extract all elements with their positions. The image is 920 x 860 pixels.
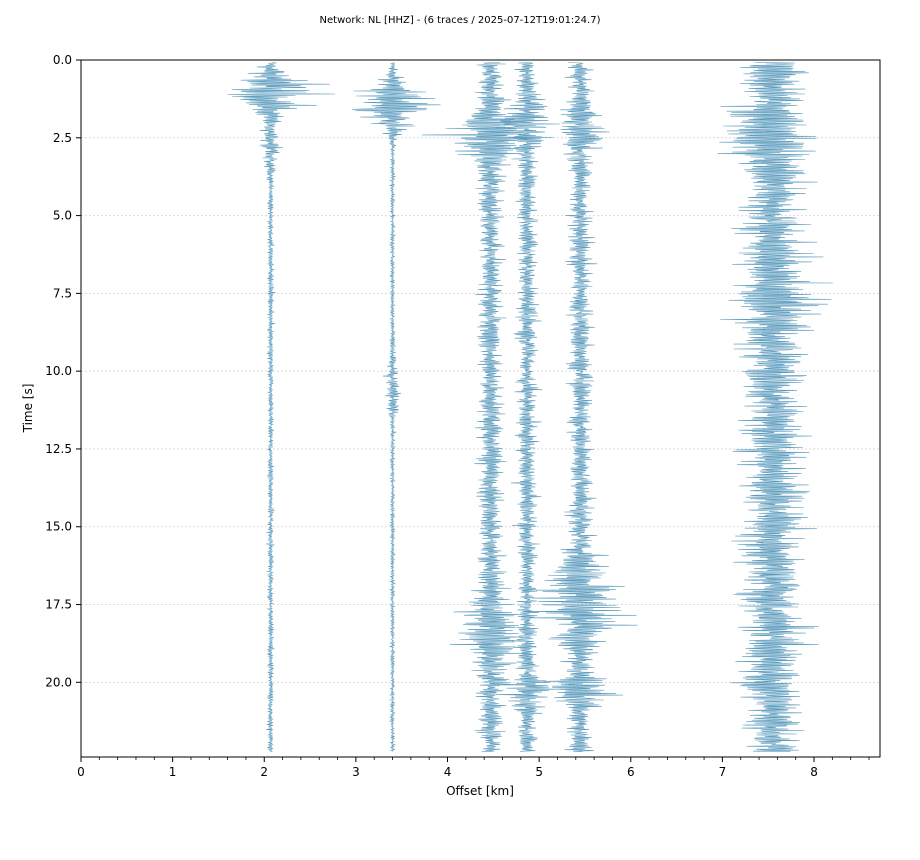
trace-3 (495, 62, 560, 752)
trace-2 (421, 62, 554, 752)
x-axis: 0 1 2 3 4 5 6 7 8 (77, 757, 870, 779)
y-tick-label-7: 17.5 (45, 598, 72, 612)
y-tick-label-6: 15.0 (45, 520, 72, 534)
y-tick-label-3: 7.5 (53, 286, 72, 300)
y-tick-label-1: 2.5 (53, 131, 72, 145)
y-tick-label-8: 20.0 (45, 675, 72, 689)
x-tick-label-5: 5 (535, 765, 543, 779)
x-tick-label-4: 4 (444, 765, 452, 779)
trace-5 (717, 62, 833, 752)
x-tick-label-2: 2 (260, 765, 268, 779)
y-tick-label-5: 12.5 (45, 442, 72, 456)
x-axis-label: Offset [km] (446, 784, 514, 798)
plot-frame (80, 59, 881, 758)
x-tick-label-0: 0 (77, 765, 85, 779)
trace-0 (227, 62, 336, 752)
trace-4 (526, 62, 638, 752)
x-tick-label-6: 6 (627, 765, 635, 779)
trace-1 (351, 62, 441, 752)
y-tick-label-2: 5.0 (53, 209, 72, 223)
x-tick-label-1: 1 (169, 765, 177, 779)
x-tick-label-7: 7 (719, 765, 727, 779)
x-tick-label-3: 3 (352, 765, 360, 779)
x-tick-label-8: 8 (810, 765, 818, 779)
y-tick-label-0: 0.0 (53, 53, 72, 67)
chart-title: Network: NL [HHZ] - (6 traces / 2025-07-… (320, 15, 601, 26)
y-axis-label: Time [s] (21, 384, 35, 434)
y-tick-label-4: 10.0 (45, 364, 72, 378)
trace-group (227, 62, 833, 752)
y-axis: 0.0 2.5 5.0 7.5 10.0 12.5 15.0 17.5 20.0 (45, 53, 81, 689)
